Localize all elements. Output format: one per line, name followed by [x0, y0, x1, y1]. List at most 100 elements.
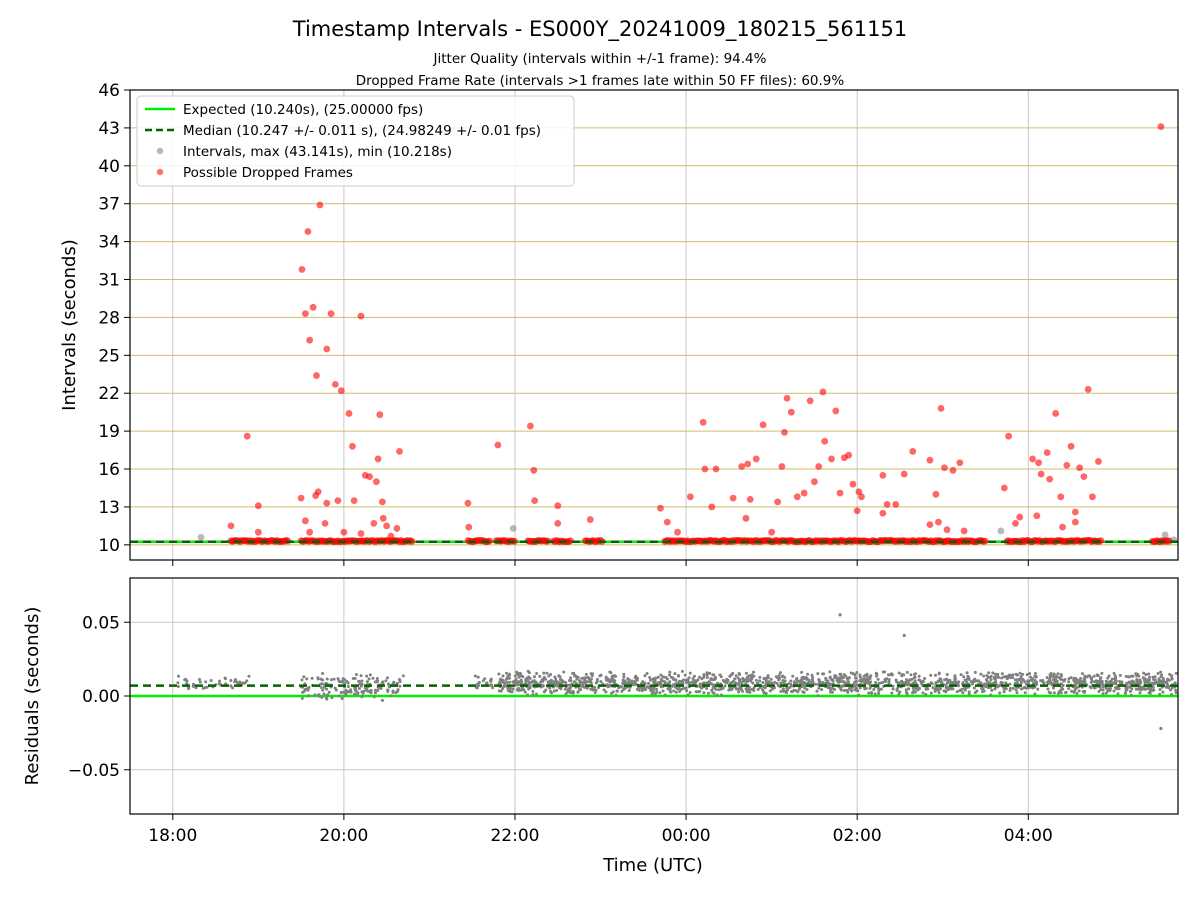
residual-band-point-3 — [1089, 680, 1093, 684]
residual-band-point-3 — [712, 691, 716, 695]
residual-band-point-3 — [740, 680, 744, 684]
residual-band-point-3 — [1073, 680, 1077, 684]
residual-band-point-3 — [719, 687, 723, 691]
residual-band-point-3 — [910, 691, 914, 695]
residual-band-point-3 — [1118, 673, 1122, 677]
residual-band-point-3 — [909, 673, 913, 677]
residual-band-point-3 — [997, 676, 1001, 680]
residual-band-point-3 — [524, 681, 528, 685]
interval-point-0 — [197, 533, 205, 541]
residual-band-point-2 — [476, 675, 480, 679]
residual-band-point-3 — [1144, 673, 1148, 677]
residual-band-point-3 — [767, 680, 771, 684]
residual-band-point-1 — [307, 685, 311, 689]
intervals-ytick-label-9: 37 — [98, 195, 120, 215]
residual-band-point-1 — [373, 688, 377, 692]
residual-band-point-1 — [396, 688, 400, 692]
residual-band-point-3 — [555, 688, 559, 692]
residual-band-point-3 — [813, 682, 817, 686]
residual-band-point-3 — [648, 675, 652, 679]
dropped-point-90 — [892, 501, 900, 508]
dropped-point-24 — [297, 494, 305, 502]
dropped-point-105 — [1016, 513, 1024, 521]
residual-band-point-3 — [650, 692, 654, 696]
residual-band-point-1 — [359, 684, 363, 688]
residual-band-point-3 — [507, 680, 511, 684]
dropped-point-46 — [531, 497, 539, 505]
residual-band-point-3 — [731, 679, 735, 683]
chart-subtitle-jitter: Jitter Quality (intervals within +/-1 fr… — [433, 51, 767, 67]
residual-outlier-0 — [838, 613, 842, 617]
residual-band-point-3 — [1048, 691, 1052, 695]
residual-band-point-2 — [489, 677, 493, 681]
residual-band-point-3 — [844, 682, 848, 686]
residual-band-point-3 — [841, 676, 845, 680]
residual-band-point-3 — [769, 677, 773, 681]
residual-band-point-3 — [563, 687, 567, 691]
residual-band-point-3 — [806, 672, 810, 676]
residual-band-point-1 — [337, 694, 341, 698]
residual-band-point-1 — [346, 680, 350, 684]
residual-band-point-3 — [1101, 683, 1105, 687]
residual-band-point-3 — [552, 689, 556, 693]
residual-band-point-3 — [929, 673, 933, 677]
residual-band-point-3 — [604, 690, 608, 694]
dropped-point-103 — [1000, 484, 1008, 492]
residual-band-point-3 — [993, 677, 997, 681]
residual-band-point-3 — [962, 675, 966, 679]
dropped-point-89 — [883, 501, 891, 508]
residual-band-point-3 — [824, 682, 828, 686]
residual-band-point-3 — [1159, 670, 1163, 674]
residual-band-point-3 — [787, 682, 791, 686]
residual-band-point-3 — [1101, 688, 1105, 692]
residual-band-point-1 — [322, 692, 326, 696]
residual-band-point-1 — [329, 678, 333, 682]
residual-band-point-3 — [842, 673, 846, 677]
top-axes-frame — [129, 89, 1179, 561]
residual-band-point-1 — [332, 677, 336, 681]
residual-band-point-3 — [946, 688, 950, 692]
residual-band-point-3 — [678, 690, 682, 694]
residual-band-point-1 — [346, 684, 350, 688]
x-axis-label: Time (UTC) — [602, 855, 703, 876]
residual-band-point-3 — [521, 675, 525, 679]
residual-band-point-3 — [1033, 692, 1037, 696]
residual-band-point-3 — [745, 690, 749, 694]
residual-band-point-3 — [734, 674, 738, 678]
residual-band-point-1 — [359, 674, 363, 678]
residual-band-point-3 — [1138, 691, 1142, 695]
residual-band-point-3 — [723, 679, 727, 683]
residual-band-point-3 — [659, 673, 663, 677]
intervals-ytick-label-6: 28 — [98, 308, 120, 328]
residual-band-point-0 — [204, 680, 208, 684]
residual-band-point-1 — [365, 674, 369, 678]
residual-band-point-3 — [969, 680, 973, 684]
residual-band-point-3 — [505, 671, 509, 675]
dropped-point-36 — [370, 519, 378, 527]
residual-band-point-1 — [379, 686, 383, 690]
residual-band-point-1 — [372, 695, 376, 699]
residual-band-point-1 — [320, 695, 324, 699]
residual-band-point-3 — [564, 680, 568, 684]
residual-band-point-3 — [807, 678, 811, 682]
residual-band-point-3 — [542, 671, 546, 675]
residual-band-point-3 — [773, 680, 777, 684]
dropped-point-3 — [254, 528, 262, 536]
residual-band-point-3 — [634, 674, 638, 678]
residual-band-point-3 — [1033, 678, 1037, 682]
residual-band-point-3 — [810, 673, 814, 677]
residual-band-point-3 — [1089, 686, 1093, 690]
residuals-xtick-label-1: 20:00 — [319, 826, 368, 846]
dropped-point-39 — [393, 525, 401, 532]
dropped-point-61 — [746, 495, 754, 503]
legend-dropped-label: Possible Dropped Frames — [183, 165, 353, 181]
dropped-point-93 — [926, 456, 934, 464]
residual-band-point-3 — [1143, 680, 1147, 684]
residual-band-point-3 — [1048, 673, 1052, 677]
residual-band-point-3 — [989, 678, 993, 682]
residual-band-point-3 — [1146, 680, 1150, 684]
residual-band-point-3 — [1081, 690, 1085, 694]
residual-band-point-3 — [1130, 674, 1134, 678]
residual-band-point-1 — [327, 690, 331, 694]
residual-band-point-3 — [538, 674, 542, 678]
